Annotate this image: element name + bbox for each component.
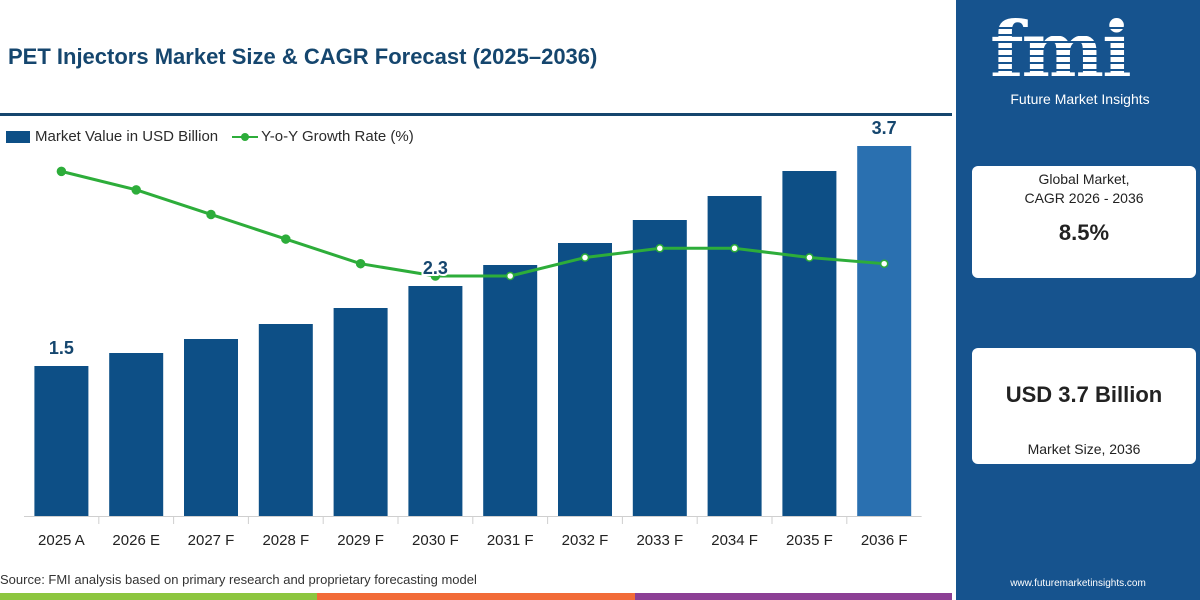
- bar: [558, 243, 612, 516]
- brand-name: Future Market Insights: [1010, 91, 1150, 107]
- legend-bar-label: Market Value in USD Billion: [35, 128, 219, 145]
- data-label: 1.5: [49, 338, 74, 358]
- cagr-value: 8.5%: [1058, 220, 1110, 245]
- strip-segment: [634, 593, 952, 600]
- bar: [483, 265, 538, 516]
- cagr-card: Global Market, CAGR 2026 - 2036 8.5%: [972, 166, 1196, 278]
- bar: [258, 324, 313, 516]
- market-size-value: USD 3.7 Billion: [1005, 382, 1163, 407]
- market-size-label: Market Size, 2036: [1027, 441, 1141, 457]
- bar: [782, 171, 837, 516]
- growth-point: [206, 209, 216, 220]
- chart-title: PET Injectors Market Size & CAGR Forecas…: [8, 44, 598, 69]
- legend-bar-swatch: [6, 130, 30, 143]
- bar: [707, 196, 762, 516]
- bar-line-chart: 2025 A 2026 E 2027 F 2028 F 2029 F 2030 F 2031…: [24, 116, 922, 549]
- data-label: 3.7: [872, 118, 897, 138]
- x-tick-label: 2033 F: [636, 532, 683, 549]
- bar: [333, 308, 388, 516]
- strip-segment: [0, 593, 318, 600]
- color-strip: [0, 593, 952, 600]
- growth-point: [879, 259, 889, 268]
- title-divider: [0, 113, 952, 116]
- x-tick-label: 2034 F: [711, 532, 758, 549]
- growth-point: [56, 166, 67, 177]
- bar: [408, 286, 463, 516]
- x-tick-label: 2027 F: [188, 532, 235, 549]
- market-size-card: USD 3.7 Billion Market Size, 2036: [972, 348, 1196, 464]
- cagr-label: Global Market, CAGR 2026 - 2036: [972, 166, 1196, 208]
- legend-line-swatch: [232, 130, 259, 144]
- growth-point: [131, 185, 141, 195]
- data-label: 2.3: [423, 258, 448, 278]
- x-tick-label: 2036 F: [861, 532, 908, 549]
- bar: [34, 366, 89, 516]
- side-panel-border: [952, 0, 956, 600]
- growth-point: [505, 271, 515, 281]
- x-tick-label: 2026 E: [112, 532, 160, 549]
- growth-point: [805, 253, 814, 262]
- growth-point: [730, 244, 739, 253]
- growth-point: [430, 271, 441, 281]
- x-tick-label: 2035 F: [786, 532, 833, 549]
- source-note: Source: FMI analysis based on primary re…: [0, 572, 477, 587]
- bar: [857, 146, 912, 516]
- x-tick-label: 2029 F: [337, 532, 384, 549]
- bar: [184, 339, 238, 516]
- website-url: www.futuremarketinsights.com: [1010, 578, 1146, 589]
- bar: [109, 353, 164, 516]
- x-tick-label: 2028 F: [262, 532, 309, 549]
- side-panel: [952, 0, 1200, 600]
- bar: [632, 220, 687, 516]
- strip-segment: [317, 593, 635, 600]
- x-tick-label: 2031 F: [487, 532, 534, 549]
- logo-stripes: [990, 22, 1170, 92]
- growth-point: [655, 244, 665, 253]
- growth-point: [580, 253, 590, 262]
- growth-line: [61, 169, 885, 278]
- chart-panel: PET Injectors Market Size & CAGR Forecas…: [0, 44, 952, 600]
- x-tick-label: 2025 A: [38, 532, 85, 549]
- legend-line-label: Y-o-Y Growth Rate (%): [261, 128, 414, 145]
- x-tick-label: 2030 F: [412, 532, 459, 549]
- cagr-label-line: Global Market,: [1038, 171, 1130, 187]
- x-tick-label: 2032 F: [562, 532, 609, 549]
- growth-point: [281, 234, 291, 244]
- growth-point: [355, 258, 366, 269]
- cagr-label-line: CAGR 2026 - 2036: [1024, 190, 1144, 206]
- chart-legend: Market Value in USD Billion Y-o-Y Growth…: [6, 128, 414, 145]
